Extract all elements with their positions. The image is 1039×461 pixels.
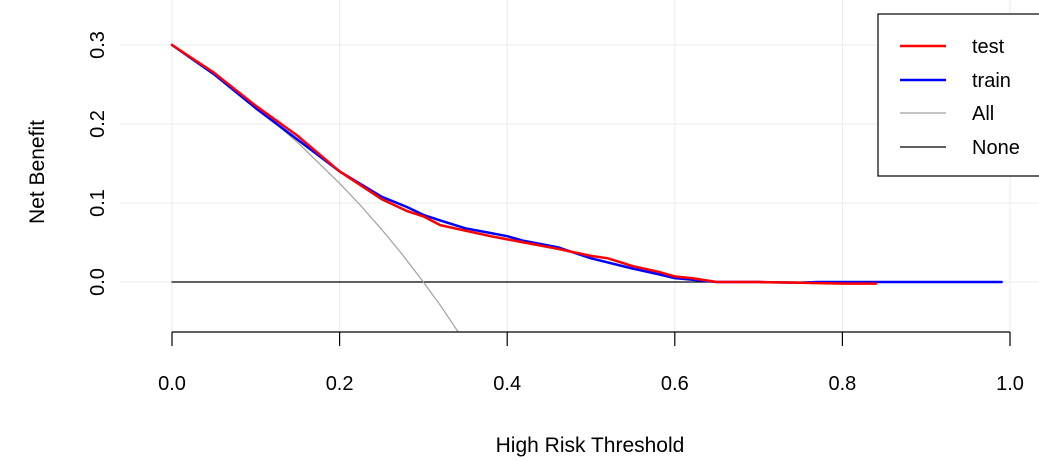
x-tick-label: 0.4 xyxy=(493,373,521,395)
y-axis-label: Net Benefit xyxy=(26,120,49,224)
series-lines xyxy=(170,43,1003,332)
x-tick-label: 0.0 xyxy=(158,373,186,395)
x-axis-label: High Risk Threshold xyxy=(496,434,685,457)
legend: test train All None xyxy=(877,13,1039,177)
legend-label-all: All xyxy=(972,103,994,125)
y-axis: 0.0 0.1 0.2 0.3 xyxy=(87,31,109,296)
x-tick-label: 0.6 xyxy=(661,373,689,395)
legend-box xyxy=(877,13,1039,177)
series-line-train xyxy=(170,43,1003,285)
series-line-test xyxy=(170,43,878,285)
legend-label-test: test xyxy=(972,36,1005,58)
y-tick-label: 0.0 xyxy=(87,268,109,296)
y-tick-label: 0.1 xyxy=(87,189,109,217)
legend-label-train: train xyxy=(972,70,1011,92)
legend-label-none: None xyxy=(972,137,1020,159)
x-tick-label: 1.0 xyxy=(996,373,1024,395)
x-tick-label: 0.2 xyxy=(326,373,354,395)
x-axis: 0.0 0.2 0.4 0.6 0.8 1.0 xyxy=(158,331,1024,395)
series-line-all xyxy=(171,44,459,332)
y-tick-label: 0.3 xyxy=(87,31,109,59)
y-tick-label: 0.2 xyxy=(87,110,109,138)
x-tick-label: 0.8 xyxy=(828,373,856,395)
